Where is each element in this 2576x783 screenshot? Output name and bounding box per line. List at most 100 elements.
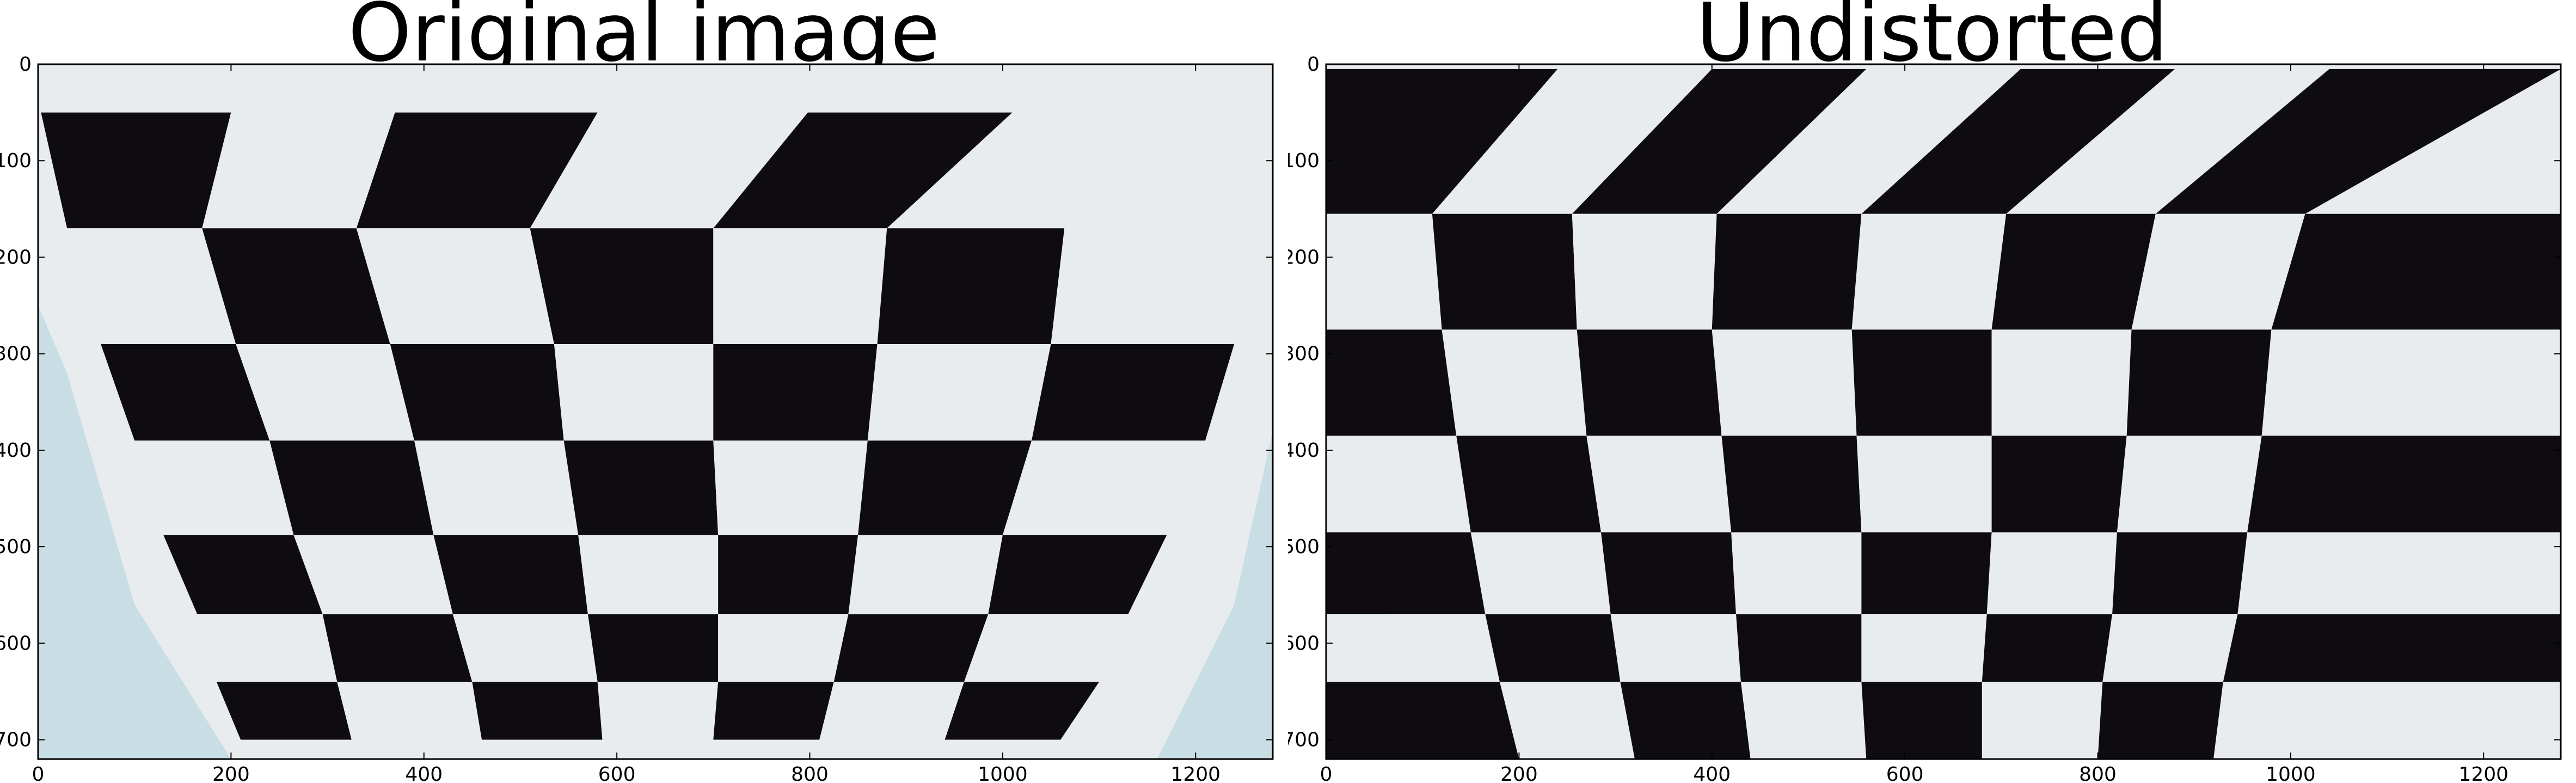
checker-light-square bbox=[554, 344, 714, 441]
checker-light-square bbox=[1432, 69, 1712, 214]
y-tick-label: 200 bbox=[0, 246, 32, 268]
checker-dark-square bbox=[1485, 614, 1621, 682]
checker-light-square bbox=[1586, 436, 1732, 533]
checker-dark-square bbox=[472, 682, 603, 740]
y-tick-label: 400 bbox=[1288, 439, 1320, 462]
checker-dark-square bbox=[433, 535, 588, 615]
checker-light-square bbox=[197, 614, 338, 682]
checker-light-square bbox=[530, 112, 808, 229]
checker-light-square bbox=[867, 344, 1051, 441]
checker-light-square bbox=[1610, 614, 1741, 682]
checker-dark-square bbox=[988, 535, 1167, 615]
checker-light-square bbox=[202, 112, 395, 229]
checker-dark-square bbox=[1991, 213, 2156, 330]
checker-light-square bbox=[1326, 436, 1471, 533]
checker-dark-square bbox=[713, 344, 878, 441]
x-tick-label: 0 bbox=[1320, 763, 1333, 783]
x-tick-label: 400 bbox=[1693, 763, 1731, 783]
x-tick-label: 800 bbox=[791, 763, 829, 783]
checker-dark-square bbox=[1577, 329, 1722, 436]
checker-light-square bbox=[236, 344, 415, 441]
checker-light-square bbox=[1861, 614, 1987, 682]
checker-dark-square bbox=[944, 682, 1100, 740]
original-image-plot: 0 200 400 600 800 1000 1200 0 100 200 300 400 500 600… bbox=[0, 53, 1274, 783]
checker-light-square bbox=[578, 535, 719, 615]
y-tick-label: 500 bbox=[0, 536, 32, 558]
original-image-panel: Original image 0 200 400 600 800 1000 1200 0 100… bbox=[0, 0, 1274, 783]
y-axis: 0 100 200 300 400 500 600 700 bbox=[1288, 53, 2561, 751]
checker-light-square bbox=[964, 614, 1128, 682]
checker-dark-square bbox=[1712, 213, 1862, 330]
y-tick-label: 600 bbox=[1288, 632, 1320, 654]
checker-dark-square bbox=[530, 228, 714, 344]
checker-dark-square bbox=[1326, 329, 1457, 436]
checker-dark-square bbox=[587, 614, 719, 682]
checker-dark-square bbox=[1721, 436, 1862, 533]
checker-dark-square bbox=[2247, 436, 2561, 533]
y-tick-label: 200 bbox=[1288, 246, 1320, 268]
checker-light-square bbox=[356, 228, 554, 344]
y-tick-label: 300 bbox=[0, 343, 32, 365]
x-tick-label: 1000 bbox=[2266, 763, 2316, 783]
checker-dark-square bbox=[713, 112, 1013, 229]
x-tick-label: 600 bbox=[1886, 763, 1924, 783]
checker-light-square bbox=[819, 682, 964, 740]
checker-dark-square bbox=[390, 344, 564, 441]
checker-light-square bbox=[713, 228, 887, 344]
checker-light-square bbox=[1986, 532, 2117, 615]
checker-light-square bbox=[1499, 682, 1635, 759]
checker-light-square bbox=[1326, 213, 1442, 330]
x-tick-label: 200 bbox=[1500, 763, 1538, 783]
checker-dark-square bbox=[1736, 614, 1862, 682]
checker-dark-square bbox=[1432, 213, 1577, 330]
checker-light-square bbox=[1442, 329, 1587, 436]
x-tick-label: 1000 bbox=[978, 763, 1028, 783]
y-tick-label: 0 bbox=[1307, 53, 1320, 76]
checker-dark-square bbox=[877, 228, 1065, 344]
checker-dark-square bbox=[2126, 329, 2272, 436]
checker-light-square bbox=[134, 441, 294, 535]
x-tick-label: 600 bbox=[598, 763, 636, 783]
checker-light-square bbox=[337, 682, 482, 740]
checker-dark-square bbox=[163, 535, 323, 615]
checker-light-square bbox=[2213, 682, 2561, 759]
checker-light-square bbox=[293, 535, 453, 615]
checker-dark-square bbox=[1861, 682, 1982, 759]
checker-light-square bbox=[1712, 329, 1857, 436]
checker-light-square bbox=[1991, 329, 2132, 436]
checker-light-square bbox=[597, 682, 719, 740]
checker-light-square bbox=[2117, 436, 2262, 533]
checker-dark-square bbox=[1851, 329, 1992, 436]
checker-light-square bbox=[452, 614, 598, 682]
checker-light-square bbox=[887, 112, 1211, 229]
checker-light-square bbox=[1051, 228, 1254, 344]
checker-dark-square bbox=[1600, 532, 1737, 615]
checker-light-square bbox=[1326, 614, 1500, 682]
x-tick-label: 200 bbox=[212, 763, 250, 783]
checker-light-square bbox=[1851, 213, 2007, 330]
checker-dark-square bbox=[563, 441, 719, 535]
checker-dark-square bbox=[1032, 344, 1235, 441]
checker-dark-square bbox=[202, 228, 390, 344]
checker-light-square bbox=[2102, 614, 2238, 682]
y-tick-label: 600 bbox=[0, 632, 32, 654]
x-tick-label: 0 bbox=[32, 763, 45, 783]
checker-dark-square bbox=[1456, 436, 1601, 533]
checker-dark-square bbox=[101, 344, 270, 441]
checker-dark-square bbox=[1572, 69, 1867, 214]
checker-dark-square bbox=[718, 535, 858, 615]
checker-light-square bbox=[1740, 682, 1867, 759]
checker-light-square bbox=[1716, 69, 2021, 214]
y-tick-label: 100 bbox=[1288, 150, 1320, 172]
x-axis: 0 200 400 600 800 1000 1200 bbox=[32, 64, 1220, 783]
checker-light-square bbox=[2131, 213, 2305, 330]
checker-light-square bbox=[1982, 682, 2103, 759]
y-tick-label: 500 bbox=[1288, 536, 1320, 558]
axes-frame bbox=[37, 63, 1274, 760]
y-axis: 0 100 200 300 400 500 600 700 bbox=[0, 53, 1273, 751]
checker-dark-square bbox=[1326, 532, 1486, 615]
y-tick-label: 100 bbox=[0, 150, 32, 172]
checker-dark-square bbox=[2112, 532, 2248, 615]
checker-dark-square bbox=[322, 614, 473, 682]
checkerboard bbox=[1326, 69, 2561, 759]
